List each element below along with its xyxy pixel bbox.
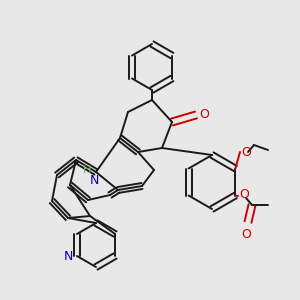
Text: O: O <box>241 146 251 158</box>
Text: O: O <box>199 109 209 122</box>
Text: H: H <box>82 165 91 175</box>
Text: O: O <box>239 188 249 200</box>
Text: O: O <box>241 228 251 241</box>
Text: N: N <box>89 173 99 187</box>
Text: N: N <box>64 250 73 262</box>
